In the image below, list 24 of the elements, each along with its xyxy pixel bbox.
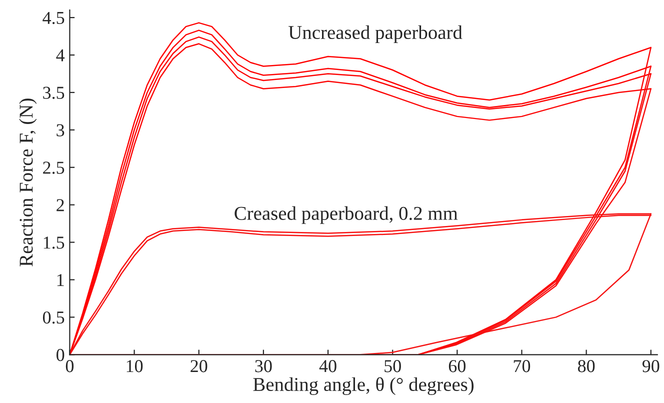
x-tick-label: 0 <box>66 360 74 372</box>
annotation: Uncreased paperboard <box>288 25 462 44</box>
y-tick-label: 0 <box>56 348 64 362</box>
y-axis-title: Reaction Force F, (N) <box>19 98 37 266</box>
x-tick-label: 20 <box>190 360 208 372</box>
x-tick-label: 70 <box>514 360 530 372</box>
x-axis-title: Bending angle, θ (° degrees) <box>253 377 474 396</box>
y-tick-label: 3.5 <box>43 86 64 99</box>
y-tick-label: 1 <box>57 274 64 286</box>
x-tick-label: 40 <box>319 360 336 372</box>
x-tick-label: 90 <box>642 360 660 372</box>
x-tick-label: 10 <box>126 360 143 372</box>
y-tick-label: 2 <box>56 199 64 212</box>
x-tick-label: 60 <box>448 360 466 372</box>
y-tick-label: 2.5 <box>43 162 64 174</box>
y-tick-label: 4.5 <box>42 12 64 24</box>
y-tick-label: 3 <box>56 124 64 136</box>
y-tick-label: 4 <box>56 49 65 62</box>
y-tick-label: 0.5 <box>42 311 64 324</box>
x-tick-label: 80 <box>578 360 595 372</box>
x-tick-label: 50 <box>384 360 401 372</box>
x-tick-label: 30 <box>255 360 272 372</box>
annotation: Creased paperboard, 0.2 mm <box>234 206 458 224</box>
y-tick-label: 1.5 <box>44 236 64 249</box>
